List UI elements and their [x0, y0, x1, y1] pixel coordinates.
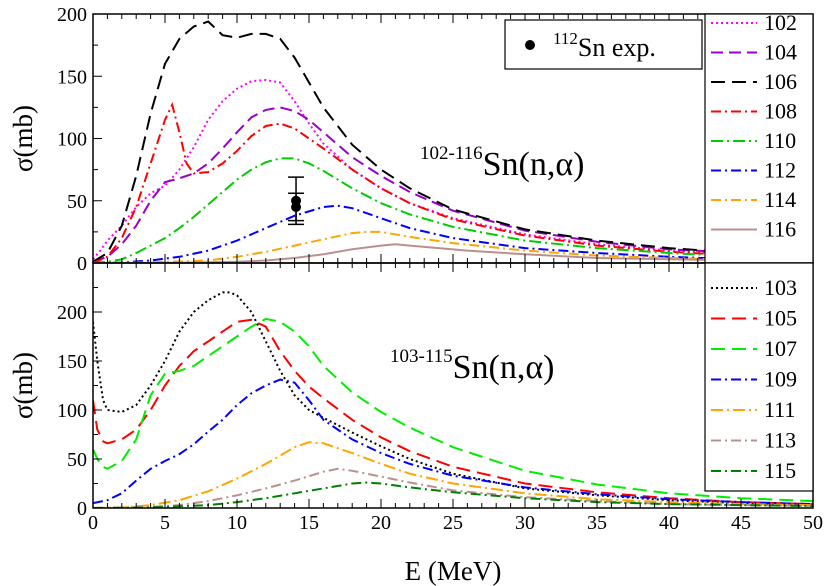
series-line-105 [93, 318, 813, 506]
reaction-title-sup: 103-115 [390, 346, 453, 367]
reaction-title-main: Sn(n,α) [483, 146, 585, 183]
legend-label-105: 105 [764, 306, 797, 331]
series-group [93, 20, 813, 263]
series-line-113 [93, 467, 813, 508]
x-tick-label-40: 40 [659, 512, 679, 534]
reaction-title-sup: 102-116 [420, 143, 483, 164]
y-tick-label-0: 0 [77, 253, 87, 275]
series-line-104 [93, 106, 813, 263]
x-tick-label-20: 20 [371, 512, 391, 534]
legend-label-112: 112 [764, 158, 796, 183]
legend-label-108: 108 [764, 99, 797, 124]
legend-label-110: 110 [764, 128, 796, 153]
legend-label-109: 109 [764, 367, 797, 392]
exp-legend-sup: 112 [553, 29, 578, 48]
exp-legend-text: 112Sn exp. [553, 29, 656, 62]
x-tick-label-0: 0 [88, 512, 98, 534]
legend-label-115: 115 [764, 458, 796, 483]
x-tick-label-10: 10 [227, 512, 247, 534]
legend-label-111: 111 [764, 397, 795, 422]
series-line-111 [93, 441, 813, 508]
exp-legend-marker [525, 40, 535, 50]
series-line-115 [93, 481, 813, 508]
exp-point-1 [291, 201, 302, 212]
panel-bottom: 0 5 10 15 20 25 30 35 40 45 50 0 50 100 150 200 σ(mb) E (… [8, 262, 823, 586]
x-tick-label-5: 5 [160, 512, 170, 534]
x-axis-label: E (MeV) [405, 556, 502, 586]
legend-label-104: 104 [764, 40, 797, 65]
series-line-107 [93, 317, 813, 503]
exp-legend-label: Sn exp. [578, 33, 656, 62]
legend-label-102: 102 [764, 10, 797, 35]
x-tick-label-25: 25 [443, 512, 463, 534]
x-tick-label-50: 50 [803, 512, 823, 534]
y-tick-label-100: 100 [57, 400, 87, 422]
y-tick-label-100: 100 [57, 129, 87, 151]
y-tick-label-50: 50 [67, 191, 87, 213]
series-line-112 [93, 204, 813, 263]
x-tick-label-30: 30 [515, 512, 535, 534]
series-line-102 [93, 78, 813, 260]
reaction-title: 103-115Sn(n,α) [390, 346, 555, 386]
series-line-106 [93, 20, 813, 263]
y-tick-label-150: 150 [57, 66, 87, 88]
y-tick-label-200: 200 [57, 4, 87, 26]
legend-box [704, 262, 814, 492]
series-line-114 [93, 230, 813, 263]
exp-legend-box [504, 19, 703, 70]
legend-label-107: 107 [764, 336, 797, 361]
y-tick-label-200: 200 [57, 302, 87, 324]
series-line-110 [93, 157, 813, 263]
reaction-title-main: Sn(n,α) [453, 349, 555, 386]
x-tick-label-45: 45 [731, 512, 751, 534]
series-group [93, 291, 813, 508]
y-tick-label-0: 0 [77, 498, 87, 520]
legend-label-116: 116 [764, 217, 796, 242]
legend-label-106: 106 [764, 69, 797, 94]
x-tick-label-35: 35 [587, 512, 607, 534]
series-line-116 [93, 243, 813, 263]
x-tick-label-15: 15 [299, 512, 319, 534]
series-line-108 [93, 102, 813, 263]
legend-label-113: 113 [764, 428, 796, 453]
legend-label-103: 103 [764, 275, 797, 300]
y-tick-label-50: 50 [67, 449, 87, 471]
legend-label-114: 114 [764, 187, 796, 212]
y-tick-label-150: 150 [57, 351, 87, 373]
reaction-title: 102-116Sn(n,α) [420, 143, 585, 183]
y-axis-label: σ(mb) [8, 105, 38, 172]
y-axis-label: σ(mb) [8, 352, 38, 419]
legend-box [704, 13, 814, 264]
